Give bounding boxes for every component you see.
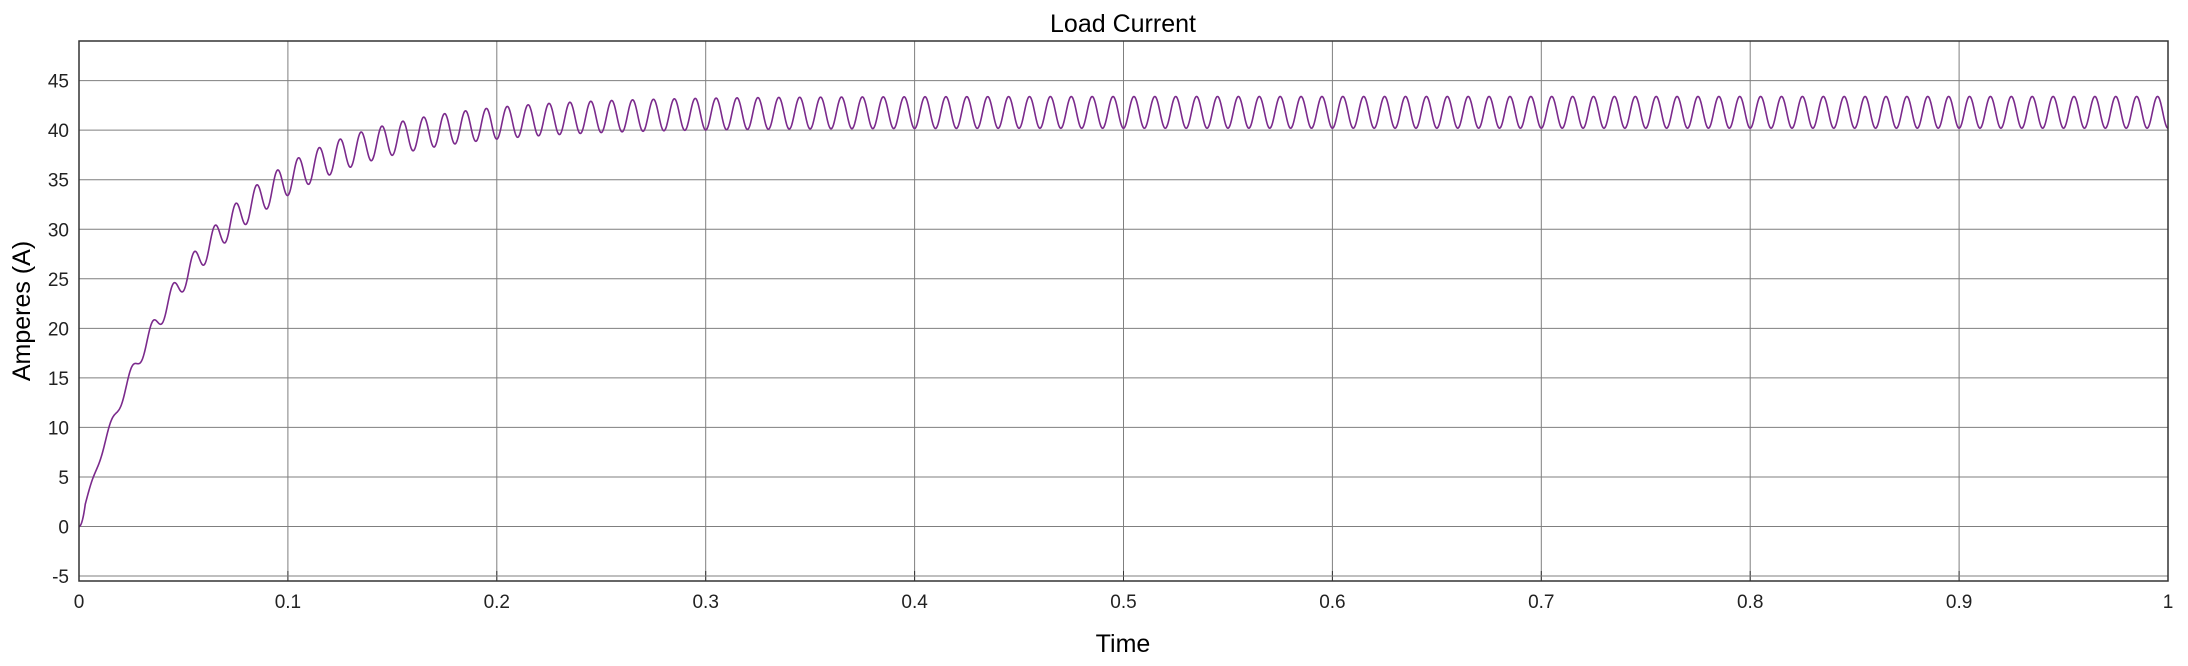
- x-tick-labels: 0 0.1 0.2 0.3 0.4 0.5 0.6 0.7 0.8 0.9 1: [74, 592, 2174, 613]
- x-tick-label: 0.2: [484, 592, 510, 613]
- y-tick-labels: -5 0 5 10 15 20 25 30 35 40 45: [48, 72, 69, 588]
- y-tick-label: 20: [48, 319, 69, 340]
- y-tick-label: 5: [58, 468, 69, 489]
- plot-frame: [78, 40, 2169, 582]
- x-axis-label: Time: [1096, 630, 1151, 658]
- load-current-line: [78, 95, 2169, 528]
- y-tick-label: 35: [48, 171, 69, 192]
- chart-title: Load Current: [1050, 10, 1196, 38]
- y-tick-label: 0: [58, 518, 69, 539]
- y-tick-label: 10: [48, 418, 69, 439]
- x-tick-label: 0.6: [1319, 592, 1345, 613]
- x-tick-label: 0.8: [1737, 592, 1763, 613]
- x-tick-label: 0.7: [1528, 592, 1554, 613]
- y-axis-label: Amperes (A): [8, 241, 36, 381]
- x-tick-label: 0.9: [1946, 592, 1972, 613]
- x-tick-label: 1: [2163, 592, 2174, 613]
- y-tick-label: 25: [48, 270, 69, 291]
- x-tick-label: 0.4: [901, 592, 928, 613]
- x-tick-label: 0.5: [1110, 592, 1136, 613]
- series-group: [78, 95, 2169, 528]
- y-tick-label: 30: [48, 220, 69, 241]
- x-tick-label: 0: [74, 592, 85, 613]
- x-tick-label: 0.3: [692, 592, 718, 613]
- grid-lines: [78, 41, 2169, 581]
- x-tick-label: 0.1: [275, 592, 301, 613]
- y-tick-label: -5: [52, 567, 69, 588]
- y-tick-label: 15: [48, 369, 69, 390]
- y-tick-label: 40: [48, 121, 69, 142]
- y-tick-label: 45: [48, 72, 69, 93]
